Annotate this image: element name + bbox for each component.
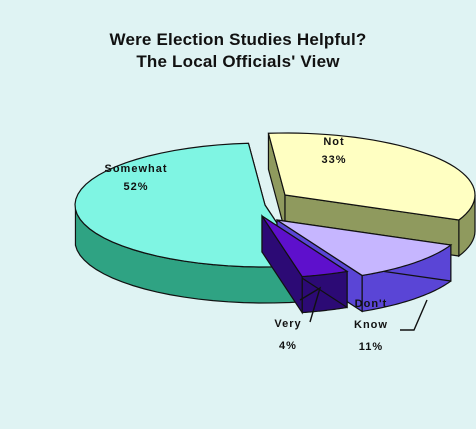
slice-label-somewhat: Somewhat (104, 163, 167, 175)
slice-value-not: 33% (321, 154, 346, 166)
slice-value-dont-know: 11% (359, 341, 383, 353)
slice-label-know: Know (354, 319, 388, 331)
slice-label-dont: Don't (355, 298, 388, 310)
leader-line-dont-know (400, 300, 427, 330)
slice-label-not: Not (323, 136, 344, 148)
slice-value-somewhat: 52% (123, 181, 148, 193)
slice-label-very: Very (274, 318, 301, 330)
slice-value-very: 4% (279, 340, 297, 352)
